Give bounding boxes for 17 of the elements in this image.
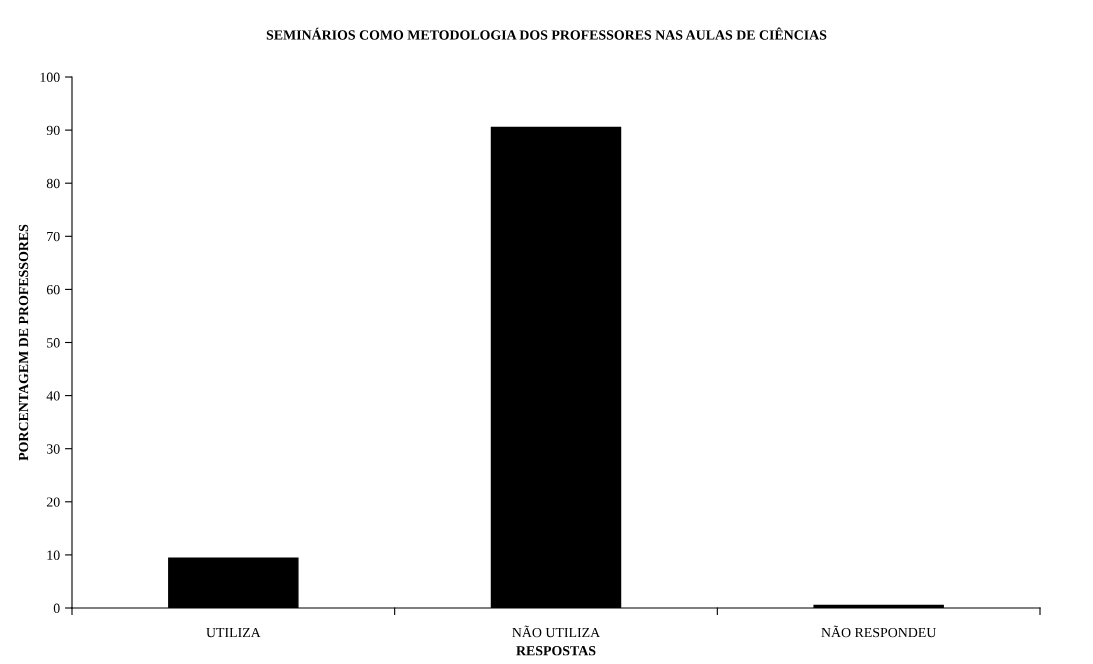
y-tick-label: 90 — [46, 125, 60, 136]
y-tick-label: 50 — [47, 338, 60, 348]
chart-title: SEMINÁRIOS COMO METODOLOGIA DOS PROFESSORES NAS AULAS DE CIÊNCIAS — [266, 27, 827, 40]
y-tick-label: 100 — [40, 72, 60, 82]
y-tick-label: 10 — [47, 550, 60, 560]
y-tick-label: 60 — [46, 284, 60, 295]
y-tick-label: 70 — [47, 231, 60, 242]
x-tick-label: NÃO UTILIZA — [512, 625, 601, 638]
y-axis-title: PORCENTAGEM DE PROFESSORES — [18, 224, 29, 461]
y-tick-label: 20 — [46, 497, 60, 507]
y-tick-label: 0 — [53, 603, 60, 613]
y-tick-label: 40 — [46, 391, 60, 401]
x-tick-label: UTILIZA — [206, 627, 261, 638]
x-axis-title: RESPOSTAS — [516, 646, 596, 656]
x-tick-label: NÃO RESPONDEU — [821, 625, 937, 638]
y-tick-label: 30 — [46, 444, 60, 454]
y-tick-label: 80 — [46, 178, 60, 189]
